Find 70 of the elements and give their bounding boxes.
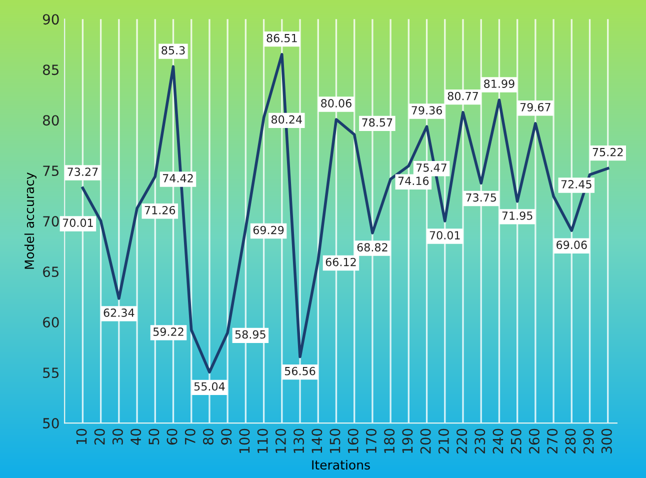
data-label: 55.04 bbox=[194, 382, 225, 391]
data-label: 66.12 bbox=[326, 258, 356, 266]
data-label: 80.24 bbox=[272, 115, 302, 124]
data-label: 69.29 bbox=[253, 226, 284, 234]
data-label: 85.3 bbox=[162, 46, 185, 55]
data-label: 70.01 bbox=[62, 218, 93, 227]
data-label: 79.36 bbox=[412, 106, 442, 115]
x-tick-label: 280 bbox=[565, 428, 576, 454]
data-label: 78.57 bbox=[362, 118, 392, 127]
x-tick-label: 180 bbox=[384, 428, 395, 453]
x-tick-label: 100 bbox=[239, 428, 250, 453]
data-label: 59.22 bbox=[153, 328, 184, 336]
x-tick-label: 210 bbox=[438, 428, 449, 454]
data-label: 56.56 bbox=[284, 366, 316, 376]
x-tick-label: 70 bbox=[184, 428, 196, 444]
y-axis-title: Model accuracy bbox=[24, 172, 37, 269]
x-tick-label: 40 bbox=[130, 428, 142, 445]
data-label: 62.34 bbox=[104, 308, 134, 317]
x-tick-label: 160 bbox=[348, 428, 358, 453]
data-label: 68.82 bbox=[357, 243, 388, 252]
data-label: 79.67 bbox=[520, 102, 550, 112]
y-tick-label: 85 bbox=[43, 64, 59, 76]
x-tick-label: 30 bbox=[112, 428, 123, 445]
x-tick-label: 140 bbox=[312, 428, 322, 453]
x-tick-label: 60 bbox=[166, 428, 178, 445]
x-tick-label: 120 bbox=[275, 428, 286, 453]
x-tick-label: 260 bbox=[528, 428, 540, 454]
x-tick-label: 240 bbox=[492, 428, 504, 454]
x-tick-label: 90 bbox=[221, 428, 232, 445]
x-tick-label: 110 bbox=[257, 428, 268, 453]
y-tick-label: 70 bbox=[43, 216, 59, 227]
y-tick-label: 60 bbox=[43, 317, 59, 328]
x-tick-label: 50 bbox=[148, 428, 160, 444]
data-label: 58.95 bbox=[235, 330, 266, 339]
x-tick-label: 10 bbox=[76, 428, 87, 444]
y-tick-label: 75 bbox=[43, 166, 59, 176]
x-tick-label: 230 bbox=[474, 428, 486, 454]
y-tick-label: 65 bbox=[43, 266, 59, 278]
data-label: 72.45 bbox=[561, 180, 592, 188]
y-tick-label: 50 bbox=[43, 418, 59, 429]
x-tick-label: 300 bbox=[601, 428, 612, 454]
data-label: 80.77 bbox=[448, 92, 478, 100]
x-tick-label: 200 bbox=[420, 428, 431, 454]
x-tick-label: 290 bbox=[583, 428, 594, 454]
data-label: 81.99 bbox=[484, 80, 514, 88]
data-label: 73.27 bbox=[68, 168, 98, 176]
data-label: 74.42 bbox=[163, 174, 193, 182]
data-label: 71.26 bbox=[144, 206, 176, 214]
y-tick-label: 55 bbox=[43, 368, 59, 378]
x-tick-label: 130 bbox=[294, 428, 304, 453]
x-tick-label: 190 bbox=[402, 428, 413, 453]
data-label: 70.01 bbox=[430, 231, 460, 240]
x-tick-label: 80 bbox=[203, 428, 214, 445]
data-label: 75.22 bbox=[592, 148, 623, 156]
y-tick-label: 90 bbox=[42, 14, 59, 25]
x-axis-title: Iterations bbox=[312, 460, 370, 470]
x-tick-label: 220 bbox=[456, 428, 468, 454]
data-label: 86.51 bbox=[266, 34, 297, 42]
data-label: 75.47 bbox=[416, 164, 446, 172]
data-label: 69.06 bbox=[556, 240, 587, 250]
data-label: 74.16 bbox=[398, 176, 429, 186]
x-tick-label: 270 bbox=[547, 428, 558, 454]
data-label: 80.06 bbox=[321, 99, 352, 108]
x-tick-label: 170 bbox=[366, 428, 376, 453]
y-tick-label: 80 bbox=[43, 115, 59, 126]
data-label: 71.95 bbox=[502, 211, 532, 220]
x-tick-label: 20 bbox=[94, 428, 105, 445]
x-tick-label: 250 bbox=[510, 428, 522, 454]
x-tick-label: 150 bbox=[330, 428, 340, 453]
data-label: 73.75 bbox=[466, 193, 496, 202]
